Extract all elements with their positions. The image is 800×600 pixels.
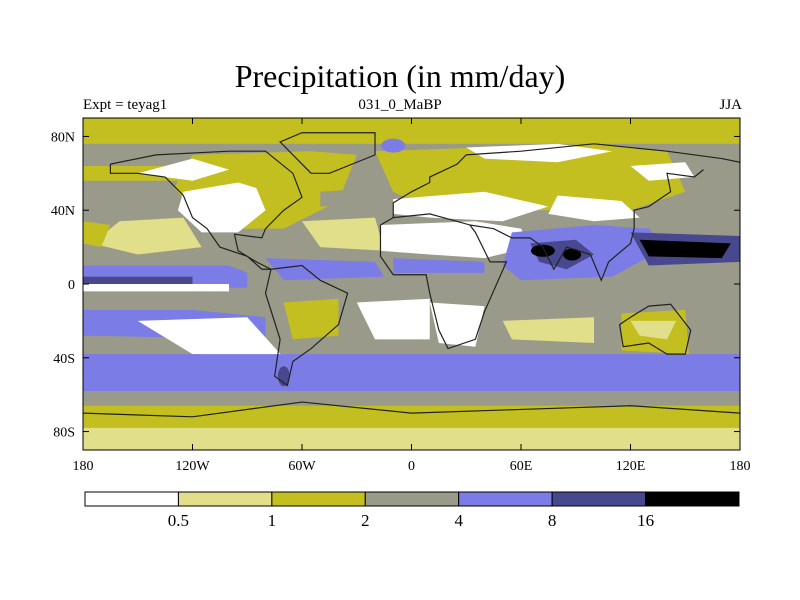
southern-africa-dry <box>429 302 485 347</box>
x-tick-label: 60E <box>510 459 533 474</box>
npacific-subtropic-dry <box>92 217 202 255</box>
australia-coast <box>618 303 692 355</box>
npacific-storm <box>101 191 175 214</box>
colorbar-swatch <box>645 491 740 507</box>
australia-interior <box>630 320 677 340</box>
pacific-west-dry <box>83 221 111 248</box>
coastline-outlines <box>83 132 740 418</box>
colorbar-swatch <box>551 491 647 507</box>
colorbar-swatch <box>271 491 366 507</box>
precipitation-field <box>83 118 740 450</box>
india-extreme-2 <box>563 248 582 261</box>
eastsiberia-dry <box>630 162 695 181</box>
period-label: 031_0_MaBP <box>358 97 442 113</box>
colorbar-swatch <box>177 491 273 507</box>
x-tick-label: 180 <box>73 459 94 474</box>
y-tick-label: 40S <box>53 352 75 367</box>
colorbar: 0.5 1 2 4 8 16 <box>84 491 740 530</box>
natlantic-subtropic-dry <box>302 217 385 251</box>
greenland-coast <box>279 132 376 174</box>
natlantic-storm <box>320 188 394 207</box>
y-tick-label: 40N <box>51 204 75 219</box>
colorbar-label: 1 <box>268 511 277 530</box>
colorbar-label: 0.5 <box>168 511 189 530</box>
arctic-band <box>83 118 740 144</box>
x-tick-label: 180 <box>730 459 751 474</box>
colorbar-label: 4 <box>454 511 463 530</box>
antarctic-coast <box>83 405 740 428</box>
africa-itcz <box>393 258 485 273</box>
indian-ocean-dry <box>502 317 594 344</box>
pacific-itcz-core <box>83 276 193 284</box>
n-america-dry <box>177 182 266 233</box>
y-tick-label: 80S <box>53 426 75 441</box>
map-axes: 180 120W 60W 0 60E 120E 180 80N 40N 0 40S 80S <box>51 118 751 474</box>
alaska-dry <box>137 158 229 181</box>
season-label: JJA <box>719 97 742 113</box>
x-tick-label: 120E <box>616 459 646 474</box>
north-america-coast <box>109 150 303 270</box>
atlantic-itcz <box>265 258 385 281</box>
satlantic-dry <box>356 298 430 340</box>
x-tick-label: 0 <box>408 459 415 474</box>
x-tick-label: 60W <box>288 459 316 474</box>
experiment-label: Expt = teyag1 <box>83 97 168 113</box>
antarctica-coast <box>83 401 740 418</box>
south-america-coast <box>264 264 349 387</box>
south-america-zone <box>283 298 339 340</box>
mediterranean-dry <box>393 191 549 222</box>
wpacific-extreme <box>639 239 731 259</box>
pacific-equator-dry <box>83 284 229 292</box>
central-asia-dry <box>548 195 640 222</box>
arctic-wet-spot <box>381 138 406 153</box>
africa-coast <box>379 213 508 350</box>
eurasia-zone <box>375 143 686 211</box>
x-tick-label: 120W <box>175 459 210 474</box>
colorbar-label: 16 <box>637 511 654 530</box>
southern-ocean-wet <box>83 354 740 391</box>
colorbar-swatch <box>364 491 460 507</box>
y-tick-label: 0 <box>68 278 75 293</box>
antarctica-interior <box>83 427 740 450</box>
southern-ocean-transition <box>83 390 740 406</box>
colorbar-swatch <box>84 491 179 507</box>
asia-south-coast <box>469 169 704 282</box>
eurasia-north-coast <box>392 143 740 218</box>
india-extreme-1 <box>530 244 555 257</box>
sahara-dry <box>380 221 531 259</box>
plot-title: Precipitation (in mm/day) <box>234 58 566 94</box>
colorbar-swatch <box>458 491 553 507</box>
y-tick-label: 80N <box>51 130 75 145</box>
siberia-dry <box>466 143 613 163</box>
colorbar-label: 8 <box>548 511 557 530</box>
se-pacific-dry <box>137 317 284 358</box>
colorbar-label: 2 <box>361 511 370 530</box>
